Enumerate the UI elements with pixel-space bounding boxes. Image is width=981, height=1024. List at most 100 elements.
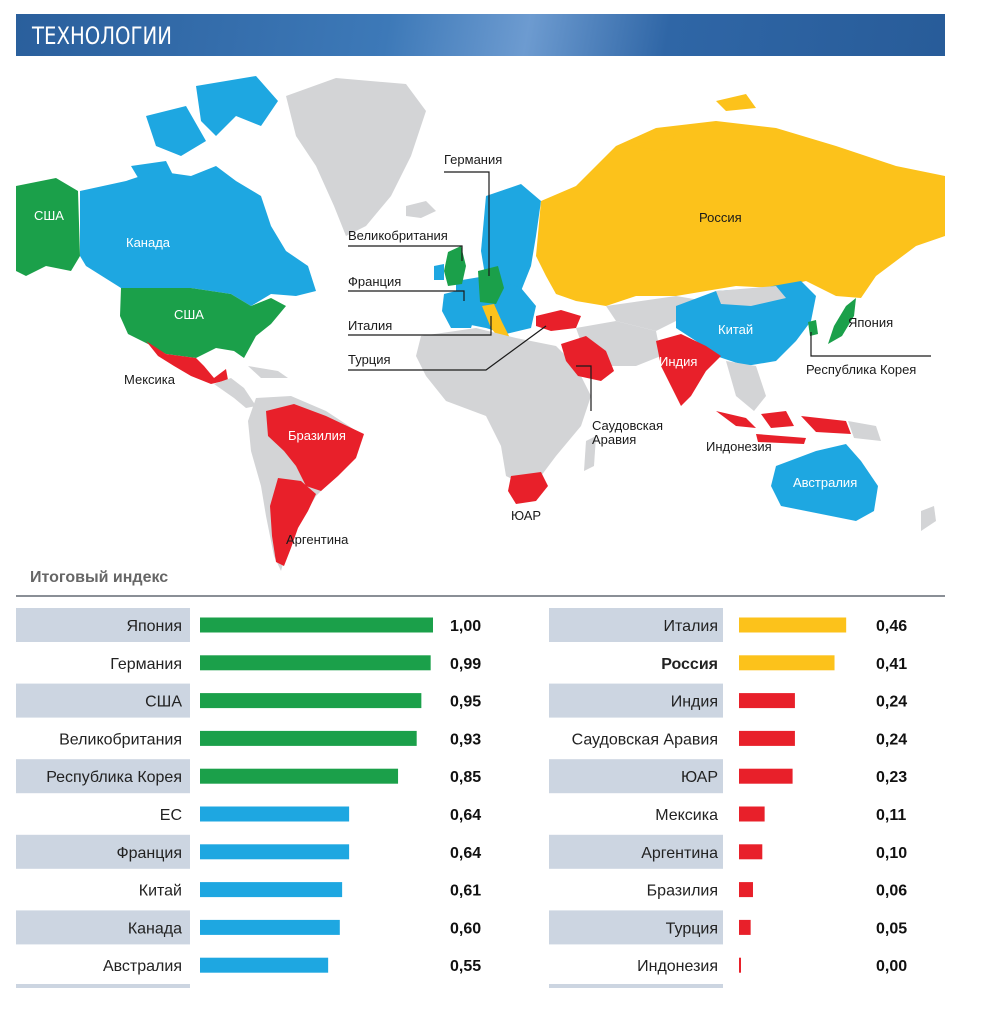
map-turkey bbox=[536, 310, 581, 331]
row-band bbox=[549, 683, 723, 718]
bar bbox=[200, 768, 399, 784]
map-label-mexico: Мексика bbox=[124, 372, 176, 387]
bar bbox=[739, 655, 835, 671]
map-china bbox=[676, 281, 816, 366]
row-band bbox=[549, 834, 723, 869]
map-ireland bbox=[434, 264, 444, 280]
map-madagascar bbox=[584, 436, 596, 471]
bar bbox=[739, 730, 795, 746]
bar bbox=[200, 957, 329, 973]
map-label-china: Китай bbox=[718, 322, 753, 337]
map-africa bbox=[416, 328, 591, 486]
bar bbox=[200, 655, 431, 671]
map-canada-islands bbox=[131, 76, 278, 191]
bar bbox=[200, 617, 433, 633]
map-label-india: Индия bbox=[659, 354, 697, 369]
world-map: США Канада США Мексика Бразилия Аргентин… bbox=[16, 76, 945, 571]
row-band-end bbox=[549, 984, 723, 988]
map-usa bbox=[120, 288, 286, 358]
row-band bbox=[16, 683, 190, 718]
value-label: 1,00 bbox=[450, 618, 481, 635]
map-uk bbox=[444, 246, 466, 286]
bar bbox=[200, 730, 417, 746]
bar bbox=[200, 693, 422, 709]
map-germany bbox=[478, 266, 504, 304]
row-band bbox=[16, 910, 190, 945]
map-se-asia bbox=[726, 361, 766, 411]
map-label-korea: Республика Корея bbox=[806, 362, 916, 377]
category-label: ЕС bbox=[160, 807, 182, 824]
map-new-zealand bbox=[921, 506, 936, 531]
map-papua bbox=[848, 421, 881, 441]
map-leader-lines bbox=[348, 171, 931, 411]
value-label: 0,95 bbox=[450, 694, 481, 711]
map-russia-islands bbox=[631, 94, 756, 151]
value-label: 0,23 bbox=[876, 769, 907, 786]
value-label: 0,61 bbox=[450, 883, 481, 900]
map-brazil bbox=[266, 404, 364, 491]
value-label: 0,64 bbox=[450, 845, 481, 862]
map-japan bbox=[828, 298, 856, 344]
bar bbox=[200, 806, 350, 822]
chart-title: Итоговый индекс bbox=[30, 569, 169, 586]
category-label: Индонезия bbox=[637, 958, 718, 975]
map-indonesia bbox=[716, 411, 851, 444]
category-label: США bbox=[145, 694, 182, 711]
map-label-south-africa: ЮАР bbox=[511, 508, 541, 523]
map-label-saudi-2: Аравия bbox=[592, 432, 636, 447]
category-label: Аргентина bbox=[641, 845, 718, 862]
value-label: 0,00 bbox=[876, 958, 907, 975]
map-europe-central bbox=[456, 276, 536, 334]
chart-title-rule bbox=[16, 595, 945, 597]
value-label: 0,10 bbox=[876, 845, 907, 862]
bar bbox=[200, 844, 350, 860]
map-label-russia: Россия bbox=[699, 210, 742, 225]
value-label: 0,24 bbox=[876, 731, 907, 748]
map-india bbox=[656, 334, 721, 406]
value-label: 0,11 bbox=[876, 807, 906, 824]
map-mexico bbox=[146, 341, 228, 384]
map-mongolia bbox=[716, 286, 786, 306]
bar bbox=[739, 806, 765, 822]
value-label: 0,60 bbox=[450, 920, 481, 937]
category-label: Франция bbox=[116, 845, 182, 862]
map-australia bbox=[771, 444, 878, 521]
row-band bbox=[549, 608, 723, 642]
map-label-usa-alaska: США bbox=[34, 208, 64, 223]
bar bbox=[739, 957, 741, 973]
map-label-uk: Великобритания bbox=[348, 228, 448, 243]
category-label: Великобритания bbox=[59, 731, 182, 748]
category-label: Бразилия bbox=[647, 883, 718, 900]
bar bbox=[739, 617, 847, 633]
row-band-end bbox=[16, 984, 190, 988]
category-label: Германия bbox=[110, 656, 182, 673]
category-label: Индия bbox=[671, 694, 718, 711]
value-label: 0,55 bbox=[450, 958, 481, 975]
bar bbox=[739, 919, 751, 935]
map-label-australia: Австралия bbox=[793, 475, 857, 490]
bar bbox=[200, 882, 343, 898]
category-label: Россия bbox=[661, 656, 718, 673]
map-alaska bbox=[16, 178, 80, 276]
map-label-indonesia: Индонезия bbox=[706, 439, 772, 454]
row-band bbox=[16, 608, 190, 642]
category-label: Канада bbox=[128, 920, 182, 937]
row-band bbox=[16, 834, 190, 869]
map-iceland bbox=[406, 201, 436, 218]
map-italy bbox=[482, 304, 510, 342]
bar bbox=[200, 919, 340, 935]
value-label: 0,93 bbox=[450, 731, 481, 748]
map-label-france: Франция bbox=[348, 274, 401, 289]
value-label: 0,05 bbox=[876, 920, 907, 937]
map-korea bbox=[808, 320, 818, 336]
header-bar: ТЕХНОЛОГИИ bbox=[16, 14, 945, 56]
row-band bbox=[16, 759, 190, 794]
category-label: Республика Корея bbox=[46, 769, 182, 786]
map-russia bbox=[536, 121, 945, 306]
map-label-italy: Италия bbox=[348, 318, 392, 333]
category-label: Турция bbox=[666, 920, 718, 937]
map-label-brazil: Бразилия bbox=[288, 428, 346, 443]
value-label: 0,46 bbox=[876, 618, 907, 635]
value-label: 0,85 bbox=[450, 769, 481, 786]
map-canada bbox=[80, 166, 316, 306]
